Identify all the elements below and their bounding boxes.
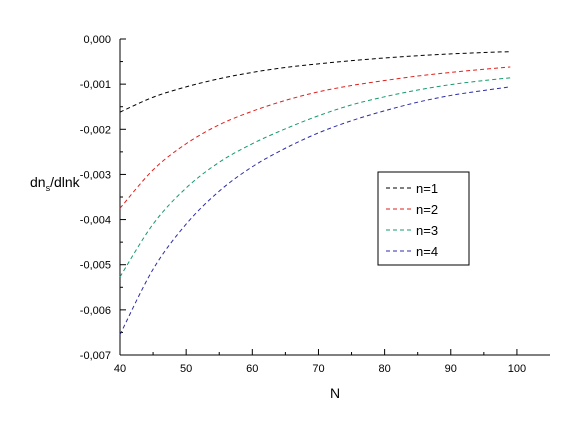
x-tick-label: 90 [445, 363, 457, 375]
x-axis-label: N [330, 385, 340, 401]
x-tick-label: 60 [246, 363, 258, 375]
legend-entry-label: n=4 [416, 244, 438, 259]
x-tick-label: 40 [114, 363, 126, 375]
y-axis-ticks: 0,000 -0,001 -0,002 -0,003 -0,004 -0,005 -0,00… [80, 34, 126, 362]
y-tick-label: -0,001 [80, 79, 111, 91]
x-tick-label: 100 [508, 363, 526, 375]
legend-entry-label: n=2 [416, 202, 438, 217]
y-tick-label: -0,007 [80, 350, 111, 362]
y-tick-label: -0,002 [80, 124, 111, 136]
legend: n=1 n=2 n=3 n=4 [377, 171, 470, 266]
y-axis-label-subscript: s [46, 183, 51, 193]
x-axis-ticks: 40 50 60 70 80 90 100 [114, 349, 526, 375]
series-line-n4 [119, 86, 511, 335]
y-tick-label: -0,003 [80, 169, 111, 181]
x-tick-label: 70 [312, 363, 324, 375]
series-line-n1 [119, 51, 511, 113]
plot-area [119, 39, 550, 356]
y-tick-label: 0,000 [83, 34, 111, 46]
series-line-n2 [119, 66, 511, 209]
y-tick-label: -0,006 [80, 305, 111, 317]
y-axis-label-rest: /dlnk [50, 174, 81, 190]
x-tick-label: 50 [180, 363, 192, 375]
legend-entry-label: n=1 [416, 181, 438, 196]
x-tick-label: 80 [378, 363, 390, 375]
y-tick-label: -0,005 [80, 260, 111, 272]
y-tick-label: -0,004 [80, 215, 111, 227]
series-layer [119, 51, 511, 335]
series-line-n3 [119, 77, 511, 278]
legend-entry-label: n=3 [416, 223, 438, 238]
y-axis-label-main: dn [30, 174, 46, 190]
y-axis-label: dns/dlnk [30, 174, 81, 193]
